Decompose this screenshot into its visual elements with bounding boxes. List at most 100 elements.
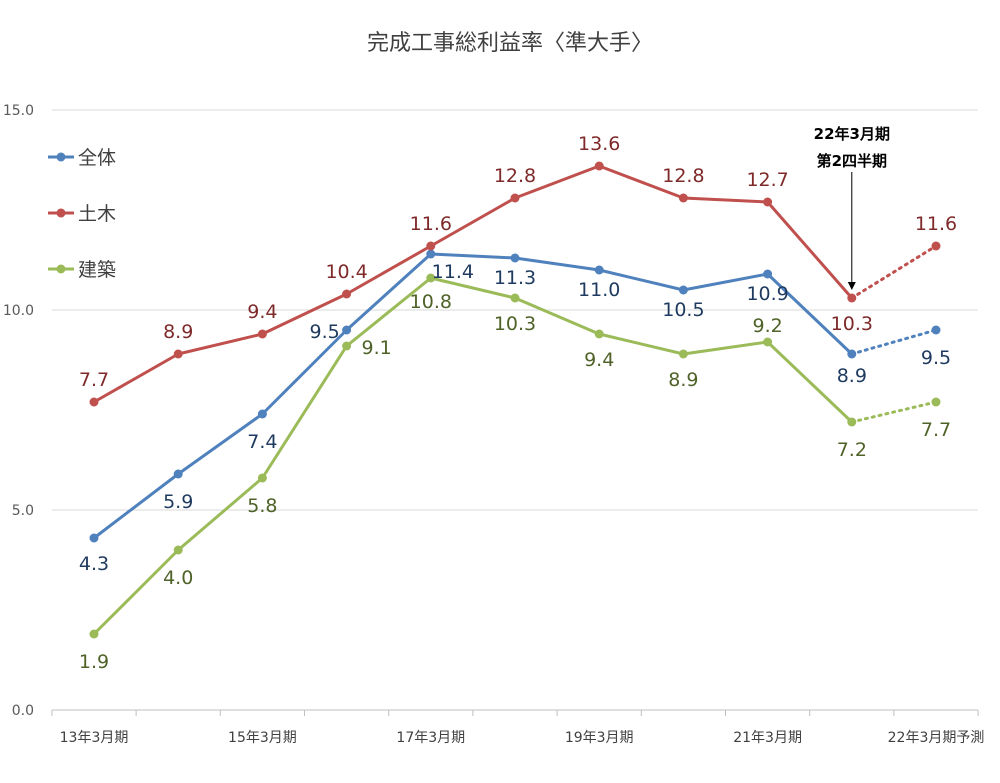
data-point: [678, 349, 688, 359]
data-label: 10.4: [325, 261, 367, 283]
data-label: 5.8: [247, 495, 277, 517]
data-label: 10.3: [831, 313, 873, 335]
y-axis-tick-labels: 0.0 5.0 10.0 15.0: [3, 103, 34, 719]
y-tick-label-0.0: 0.0: [12, 703, 34, 719]
data-point: [763, 269, 773, 279]
data-point: [89, 629, 99, 639]
data-label: 11.6: [915, 213, 957, 235]
data-label: 12.8: [494, 165, 536, 187]
y-tick-label-5.0: 5.0: [12, 503, 34, 519]
y-tick-label-15.0: 15.0: [3, 103, 34, 119]
series-line-1: [93, 164, 853, 404]
series-line-2: [92, 276, 853, 636]
data-label: 1.9: [79, 651, 109, 673]
data-point: [847, 417, 857, 427]
data-label: 8.9: [837, 365, 867, 387]
data-point: [342, 325, 352, 335]
x-tick-label: 15年3月期: [228, 730, 297, 746]
data-label: 10.8: [410, 291, 452, 313]
y-tick-label-10.0: 10.0: [3, 303, 34, 319]
data-point: [678, 285, 688, 295]
data-point: [173, 469, 183, 479]
data-point: [342, 341, 352, 351]
data-point: [257, 329, 267, 339]
data-label: 9.1: [361, 337, 391, 359]
legend-marker: [56, 208, 66, 218]
data-label: 13.6: [578, 133, 620, 155]
data-label: 9.4: [247, 301, 277, 323]
series-line-0: [93, 252, 853, 540]
data-label: 11.6: [410, 213, 452, 235]
data-point: [426, 241, 436, 251]
x-tick-label: 17年3月期: [396, 730, 465, 746]
legend-label: 土木: [78, 203, 116, 225]
legend-label: 建築: [78, 259, 116, 281]
chart-title: 完成工事総利益率〈準大手〉: [367, 31, 653, 56]
data-point: [342, 289, 352, 299]
data-point: [931, 397, 941, 407]
data-label: 7.4: [247, 431, 277, 453]
data-label: 8.9: [668, 369, 698, 391]
annotation-line-2: 第2四半期: [817, 152, 887, 170]
data-label: 7.7: [79, 369, 109, 391]
data-point: [510, 253, 520, 263]
data-label: 7.7: [921, 419, 951, 441]
data-label: 9.5: [921, 347, 951, 369]
data-label: 10.9: [746, 283, 788, 305]
data-point: [426, 249, 436, 259]
data-point: [89, 397, 99, 407]
data-point: [678, 193, 688, 203]
data-point: [763, 197, 773, 207]
data-point: [594, 161, 604, 171]
data-label: 12.8: [662, 165, 704, 187]
data-point: [510, 193, 520, 203]
data-point: [931, 325, 941, 335]
annotation-line-1: 22年3月期: [814, 125, 890, 143]
x-axis-tick-labels: 13年3月期 15年3月期 17年3月期 19年3月期 21年3月期 22年3月期予測: [60, 730, 985, 746]
data-point: [426, 273, 436, 283]
series-forecast-line-0: [850, 328, 938, 356]
data-label: 11.0: [578, 279, 620, 301]
x-tick-label: 21年3月期: [733, 730, 802, 746]
data-point: [89, 533, 99, 543]
data-label: 5.9: [163, 491, 193, 513]
gridlines: [51, 109, 979, 716]
data-point: [257, 409, 267, 419]
data-point: [510, 293, 520, 303]
data-label: 9.4: [584, 349, 614, 371]
legend-label: 全体: [78, 147, 116, 169]
data-label: 8.9: [163, 321, 193, 343]
legend-marker: [56, 152, 66, 162]
data-label: 4.3: [79, 553, 109, 575]
data-point: [763, 337, 773, 347]
data-label: 12.7: [746, 169, 788, 191]
data-labels: 4.3 5.9 7.4 9.5 11.4 11.3 11.0 10.5 10.9 8.9 9.5 7.…: [79, 133, 957, 673]
data-label: 9.2: [752, 315, 782, 337]
data-label: 11.3: [494, 267, 536, 289]
x-tick-label: 19年3月期: [565, 730, 634, 746]
data-point: [173, 545, 183, 555]
x-tick-label: 13年3月期: [60, 730, 129, 746]
data-point: [931, 241, 941, 251]
x-tick-label: 22年3月期予測: [888, 730, 985, 746]
series-forecast-line-2: [850, 400, 938, 424]
data-label: 10.5: [662, 299, 704, 321]
data-point: [257, 473, 267, 483]
data-label: 11.4: [432, 261, 474, 283]
data-label: 7.2: [837, 439, 867, 461]
annotation-arrow-head: [847, 282, 856, 290]
data-point: [594, 329, 604, 339]
series-lines: [89, 161, 941, 639]
series-forecast-line-1: [850, 244, 938, 300]
data-point: [847, 349, 857, 359]
data-label: 4.0: [163, 567, 193, 589]
legend-marker: [56, 264, 66, 274]
data-point: [594, 265, 604, 275]
data-point: [173, 349, 183, 359]
data-point: [847, 293, 857, 303]
data-label: 9.5: [309, 321, 339, 343]
